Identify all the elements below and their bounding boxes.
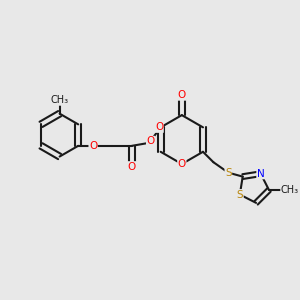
Text: O: O [155, 122, 163, 132]
Text: CH₃: CH₃ [281, 185, 299, 195]
Text: S: S [225, 168, 232, 178]
Text: O: O [178, 159, 186, 169]
Text: O: O [178, 90, 186, 100]
Text: CH₃: CH₃ [51, 95, 69, 105]
Text: O: O [128, 162, 136, 172]
Text: S: S [236, 190, 243, 200]
Text: O: O [89, 141, 97, 151]
Text: O: O [146, 136, 155, 146]
Text: N: N [257, 169, 265, 179]
